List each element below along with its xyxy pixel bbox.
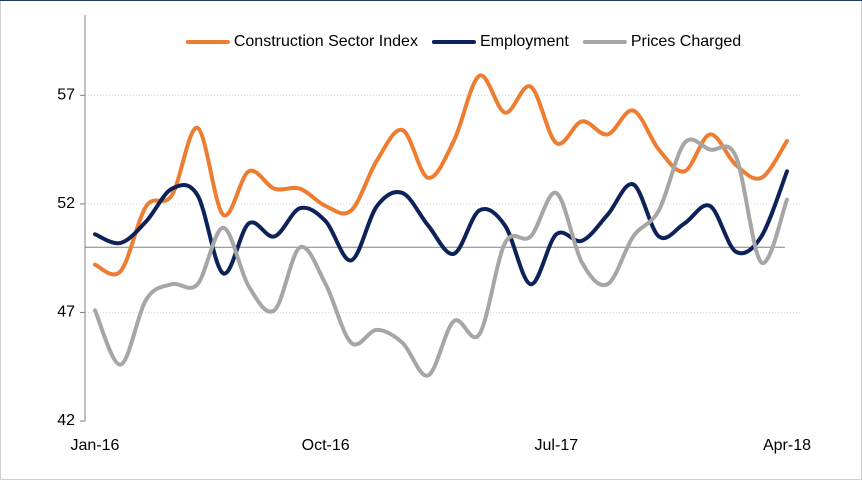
y-tick-label: 42: [57, 412, 75, 429]
y-tick-label: 57: [57, 87, 75, 104]
x-tick-label: Jul-17: [535, 437, 579, 454]
series-line: [93, 169, 789, 287]
legend-label: Prices Charged: [631, 33, 741, 50]
x-tick-label: Jan-16: [71, 437, 120, 454]
series-line: [93, 137, 789, 378]
legend-label: Employment: [480, 33, 569, 50]
y-tick-label: 52: [57, 195, 75, 212]
y-tick-label: 47: [57, 304, 75, 321]
legend-label: Construction Sector Index: [234, 33, 418, 50]
x-tick-label: Oct-16: [302, 437, 350, 454]
series-line: [93, 73, 789, 277]
x-tick-label: Apr-18: [763, 437, 811, 454]
